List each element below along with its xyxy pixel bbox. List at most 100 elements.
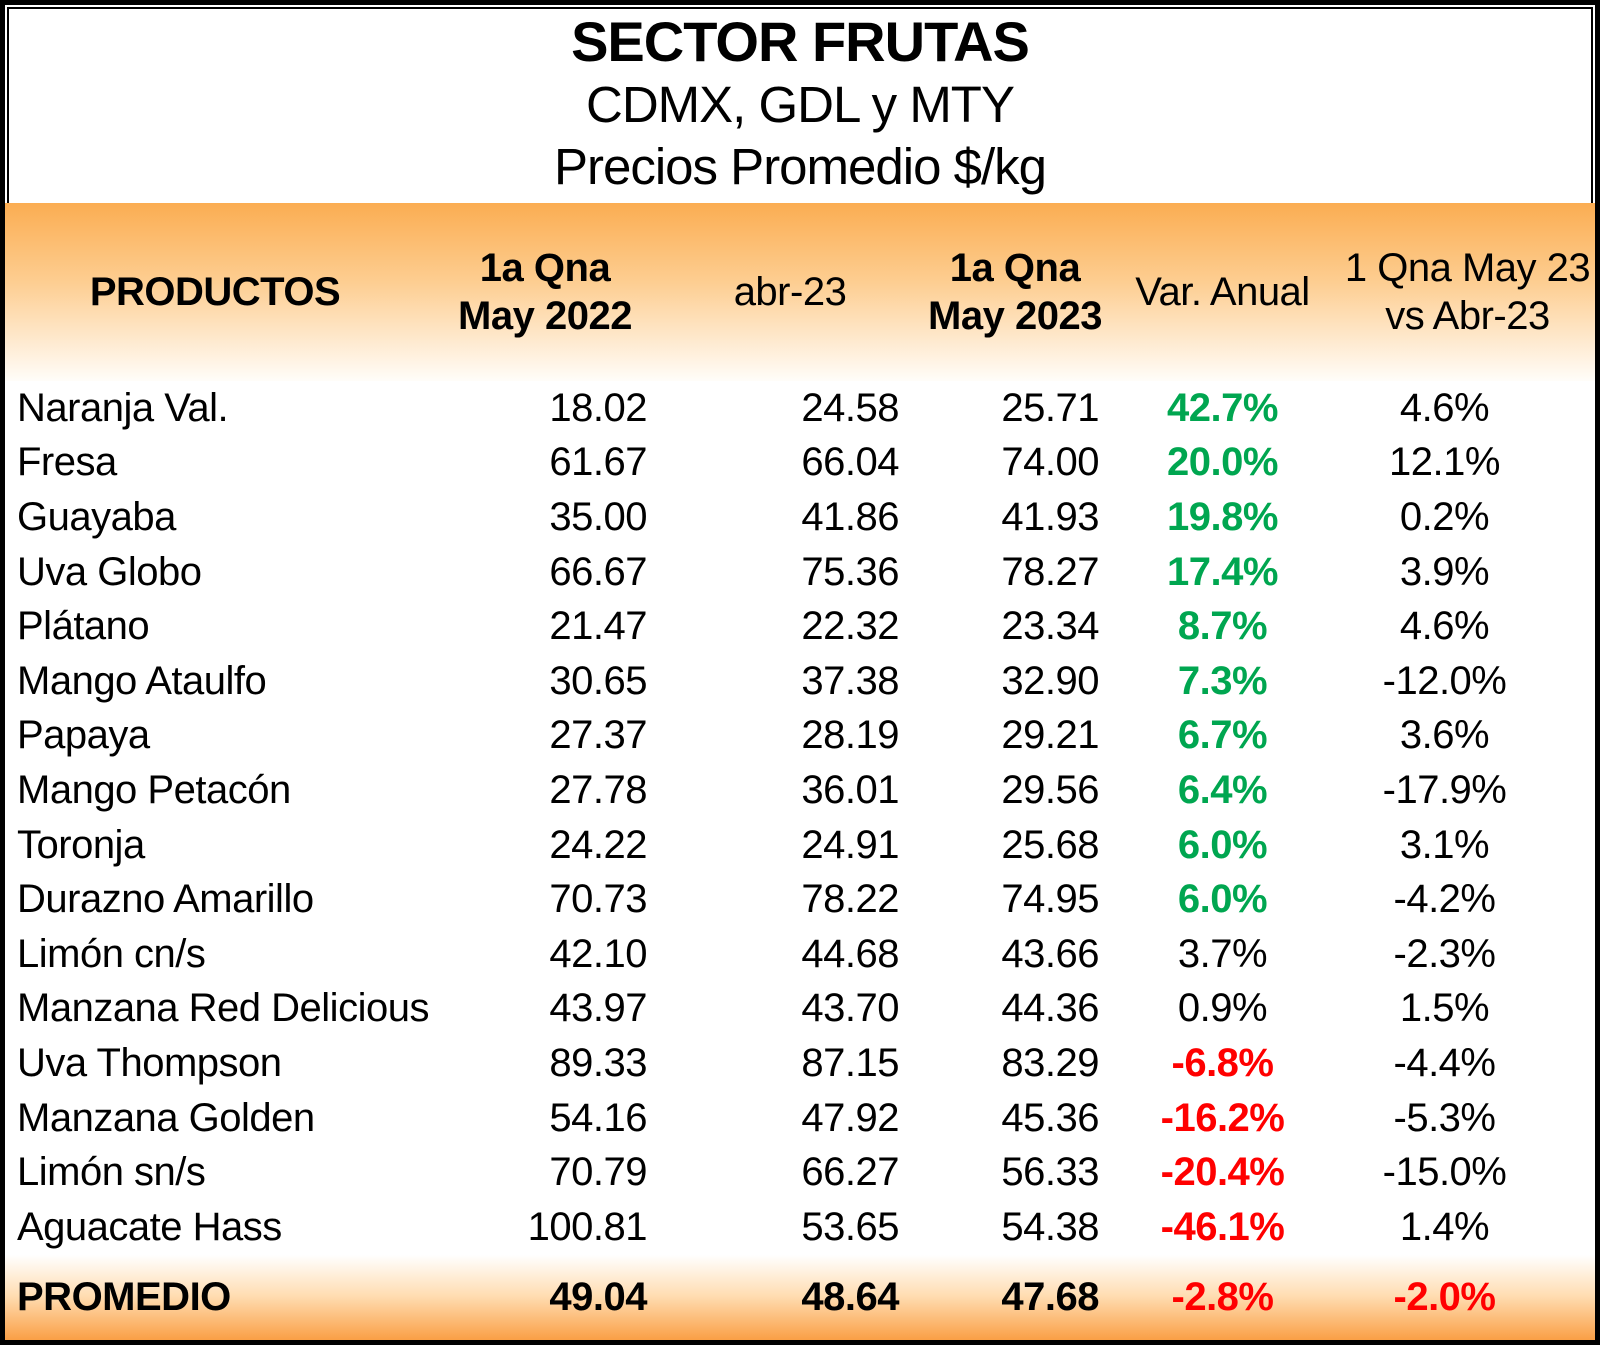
- cell-abr-23: 28.19: [801, 713, 899, 758]
- cell-1a-qna-may-2023: 78.27: [1001, 549, 1099, 594]
- cell-abr-23: 75.36: [801, 549, 899, 594]
- cell-abr-23: 87.15: [801, 1040, 899, 1085]
- cell-1-qna-may-23-vs-abr-23: 1.5%: [1399, 986, 1490, 1031]
- cell-abr-23: 24.91: [801, 822, 899, 867]
- cell-1-qna-may-23-vs-abr-23: 1.4%: [1399, 1204, 1490, 1249]
- cell-1-qna-may-23-vs-abr-23: 12.1%: [1389, 440, 1500, 485]
- cell-1-qna-may-23-vs-abr-23: 3.6%: [1399, 713, 1490, 758]
- cell-1a-qna-may-2023: 29.56: [1001, 767, 1099, 812]
- cell-abr-23: 24.58: [801, 385, 899, 430]
- title-block: SECTOR FRUTAS CDMX, GDL y MTY Precios Pr…: [5, 5, 1595, 203]
- cell-abr-23: 78.22: [801, 877, 899, 922]
- cell-product-name: Guayaba: [17, 494, 176, 539]
- cell-1a-qna-may-2022: 66.67: [549, 549, 647, 594]
- cell-1a-qna-may-2023: 74.00: [1001, 440, 1099, 485]
- product-row: Mango Petacón 27.78 36.01 29.56 6.4% -17…: [5, 763, 1595, 818]
- cell-1-qna-may-23-vs-abr-23: -12.0%: [1382, 658, 1507, 703]
- cell-1a-qna-may-2023: 54.38: [1001, 1204, 1099, 1249]
- cell-var-anual: 6.0%: [1177, 822, 1268, 867]
- cell-1a-qna-may-2022: 70.79: [549, 1150, 647, 1195]
- cell-1a-qna-may-2022: 61.67: [549, 440, 647, 485]
- cell-1a-qna-may-2023: 25.68: [1001, 822, 1099, 867]
- cell-1-qna-may-23-vs-abr-23: 0.2%: [1399, 494, 1490, 539]
- promedio-1a-qna-may-2023: 47.68: [1001, 1274, 1099, 1319]
- cell-var-anual: -16.2%: [1160, 1095, 1285, 1140]
- cell-abr-23: 66.27: [801, 1150, 899, 1195]
- cell-1a-qna-may-2022: 89.33: [549, 1040, 647, 1085]
- cell-product-name: Naranja Val.: [17, 385, 229, 430]
- cell-var-anual: 19.8%: [1167, 494, 1278, 539]
- product-row: Aguacate Hass 100.81 53.65 54.38 -46.1% …: [5, 1200, 1595, 1255]
- cell-abr-23: 44.68: [801, 931, 899, 976]
- promedio-label: PROMEDIO: [17, 1274, 231, 1319]
- cell-1-qna-may-23-vs-abr-23: -4.4%: [1393, 1040, 1497, 1085]
- column-header-abr-23: abr-23: [733, 270, 847, 314]
- cell-abr-23: 22.32: [801, 604, 899, 649]
- cell-product-name: Uva Globo: [17, 549, 202, 594]
- cell-1-qna-may-23-vs-abr-23: 4.6%: [1399, 385, 1490, 430]
- promedio-row: PROMEDIO 49.04 48.64 47.68 -2.8% -2.0%: [5, 1254, 1595, 1340]
- cell-product-name: Mango Petacón: [17, 767, 291, 812]
- product-row: Uva Thompson 89.33 87.15 83.29 -6.8% -4.…: [5, 1036, 1595, 1091]
- cell-abr-23: 36.01: [801, 767, 899, 812]
- cell-product-name: Limón cn/s: [17, 931, 206, 976]
- cell-var-anual: 7.3%: [1177, 658, 1268, 703]
- cell-1a-qna-may-2023: 44.36: [1001, 986, 1099, 1031]
- promedio-1a-qna-may-2022: 49.04: [549, 1274, 647, 1319]
- cell-1a-qna-may-2023: 83.29: [1001, 1040, 1099, 1085]
- cell-1a-qna-may-2023: 32.90: [1001, 658, 1099, 703]
- promedio-abr-23: 48.64: [801, 1274, 899, 1319]
- cell-1a-qna-may-2022: 42.10: [549, 931, 647, 976]
- cell-var-anual: 6.7%: [1177, 713, 1268, 758]
- cell-1a-qna-may-2022: 27.78: [549, 767, 647, 812]
- product-row: Naranja Val. 18.02 24.58 25.71 42.7% 4.6…: [5, 381, 1595, 436]
- cell-1a-qna-may-2022: 100.81: [527, 1204, 648, 1249]
- cell-1a-qna-may-2022: 27.37: [549, 713, 647, 758]
- cell-1a-qna-may-2023: 41.93: [1001, 494, 1099, 539]
- column-header-productos: PRODUCTOS: [89, 270, 341, 314]
- cell-1a-qna-may-2023: 43.66: [1001, 931, 1099, 976]
- table-subtitle-units: Precios Promedio $/kg: [553, 138, 1047, 195]
- cell-var-anual: 42.7%: [1167, 385, 1278, 430]
- cell-1a-qna-may-2023: 29.21: [1001, 713, 1099, 758]
- cell-abr-23: 53.65: [801, 1204, 899, 1249]
- product-row: Fresa 61.67 66.04 74.00 20.0% 12.1%: [5, 436, 1595, 491]
- product-row: Limón sn/s 70.79 66.27 56.33 -20.4% -15.…: [5, 1145, 1595, 1200]
- cell-var-anual: 6.4%: [1177, 767, 1268, 812]
- cell-1-qna-may-23-vs-abr-23: -4.2%: [1393, 877, 1497, 922]
- column-header-var-anual: Var. Anual: [1135, 270, 1310, 314]
- cell-var-anual: -6.8%: [1171, 1040, 1275, 1085]
- cell-1a-qna-may-2022: 70.73: [549, 877, 647, 922]
- cell-1a-qna-may-2022: 24.22: [549, 822, 647, 867]
- product-row: Limón cn/s 42.10 44.68 43.66 3.7% -2.3%: [5, 927, 1595, 982]
- cell-product-name: Mango Ataulfo: [17, 658, 267, 703]
- cell-1a-qna-may-2022: 35.00: [549, 494, 647, 539]
- promedio-var-anual: -2.8%: [1171, 1274, 1275, 1319]
- cell-1a-qna-may-2022: 43.97: [549, 986, 647, 1031]
- cell-1a-qna-may-2023: 74.95: [1001, 877, 1099, 922]
- cell-var-anual: -46.1%: [1160, 1204, 1285, 1249]
- cell-product-name: Toronja: [17, 822, 145, 867]
- cell-var-anual: 6.0%: [1177, 877, 1268, 922]
- cell-product-name: Aguacate Hass: [17, 1204, 282, 1249]
- cell-1a-qna-may-2023: 25.71: [1001, 385, 1099, 430]
- cell-1a-qna-may-2022: 18.02: [549, 385, 647, 430]
- product-row: Papaya 27.37 28.19 29.21 6.7% 3.6%: [5, 709, 1595, 764]
- cell-product-name: Durazno Amarillo: [17, 877, 314, 922]
- product-row: Mango Ataulfo 30.65 37.38 32.90 7.3% -12…: [5, 654, 1595, 709]
- cell-product-name: Uva Thompson: [17, 1040, 282, 1085]
- cell-1a-qna-may-2023: 56.33: [1001, 1150, 1099, 1195]
- cell-1-qna-may-23-vs-abr-23: 3.1%: [1399, 822, 1490, 867]
- product-row: Manzana Golden 54.16 47.92 45.36 -16.2% …: [5, 1091, 1595, 1146]
- cell-abr-23: 47.92: [801, 1095, 899, 1140]
- product-row: Guayaba 35.00 41.86 41.93 19.8% 0.2%: [5, 490, 1595, 545]
- cell-1-qna-may-23-vs-abr-23: -15.0%: [1382, 1150, 1507, 1195]
- cell-product-name: Manzana Golden: [17, 1095, 315, 1140]
- cell-abr-23: 66.04: [801, 440, 899, 485]
- cell-var-anual: 8.7%: [1177, 604, 1268, 649]
- cell-1a-qna-may-2023: 45.36: [1001, 1095, 1099, 1140]
- table-subtitle-cities: CDMX, GDL y MTY: [586, 76, 1015, 133]
- cell-abr-23: 37.38: [801, 658, 899, 703]
- cell-var-anual: 20.0%: [1167, 440, 1278, 485]
